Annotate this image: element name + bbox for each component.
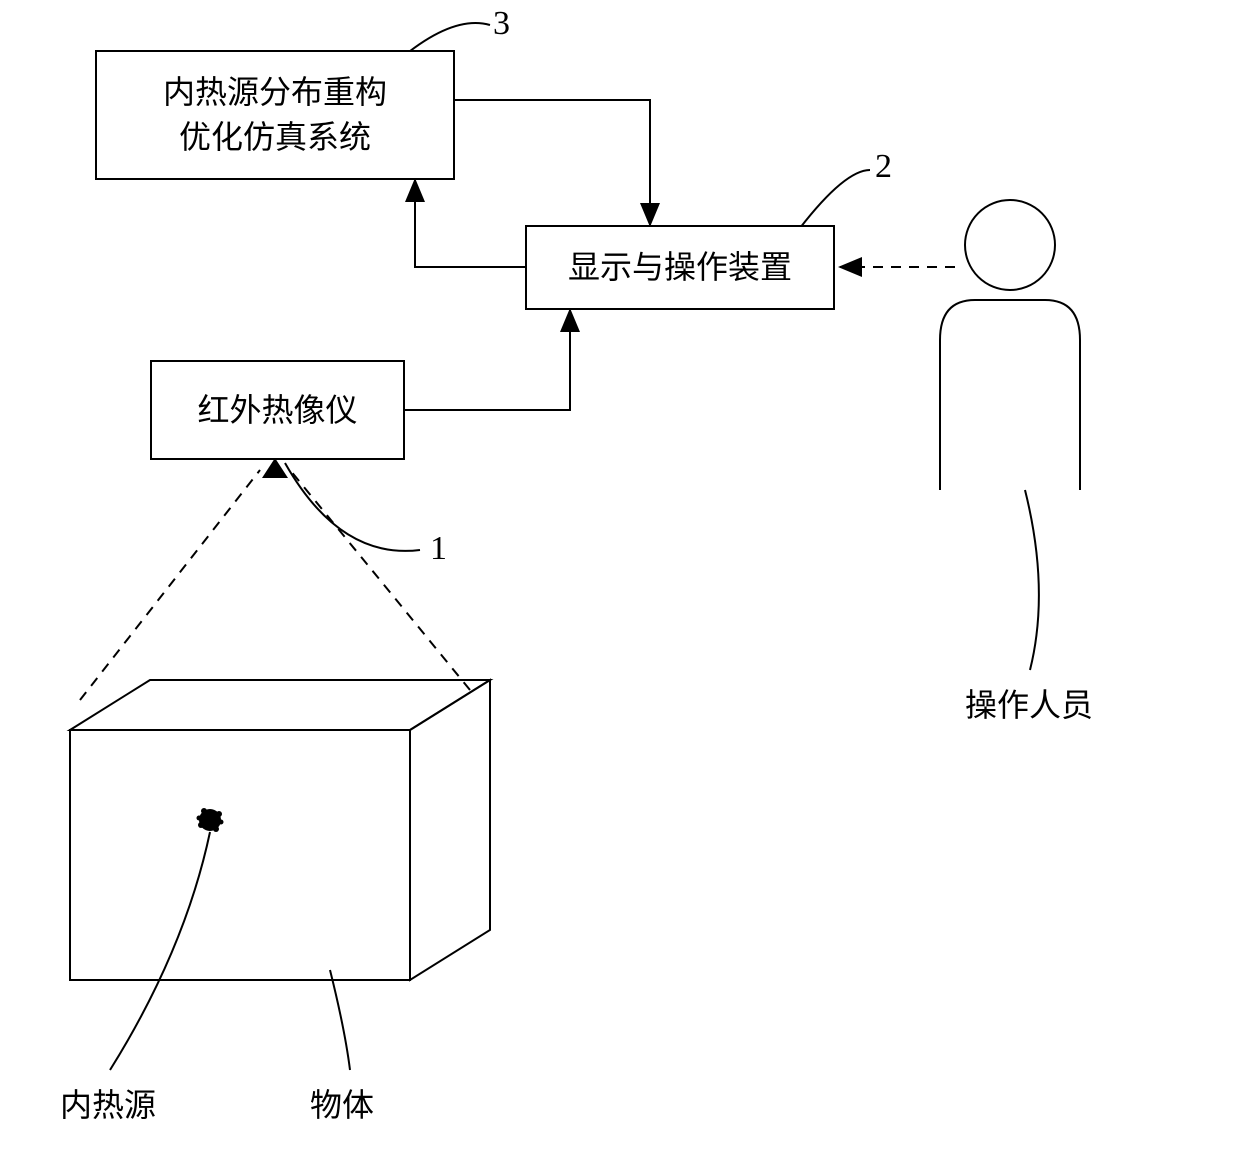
- callout-num-1: 1: [430, 530, 447, 568]
- leader-to-2: [800, 170, 870, 228]
- callout-num-3: 3: [493, 5, 510, 43]
- callout-num-2: 2: [875, 148, 892, 186]
- view-arrowhead: [262, 458, 288, 478]
- leader-to-1: [285, 463, 420, 551]
- view-line-left: [80, 470, 260, 700]
- arrow-box2-to-box3: [415, 180, 525, 267]
- object-cuboid: [70, 680, 490, 980]
- label-operator: 操作人员: [965, 680, 1093, 726]
- label-heat-source: 内热源: [60, 1080, 156, 1126]
- box1-text: 红外热像仪: [197, 388, 357, 433]
- box2-text: 显示与操作装置: [568, 245, 792, 290]
- label-object: 物体: [310, 1080, 374, 1126]
- box-simulation-system: 内热源分布重构 优化仿真系统: [95, 50, 455, 180]
- box3-text-line2: 优化仿真系统: [163, 115, 387, 160]
- leader-to-operator: [1025, 490, 1039, 670]
- box-display-operation: 显示与操作装置: [525, 225, 835, 310]
- view-line-right: [290, 470, 470, 690]
- box-infrared-camera: 红外热像仪: [150, 360, 405, 460]
- heat-source-dot: [197, 808, 224, 832]
- leader-to-object: [330, 970, 350, 1070]
- person-icon: [940, 200, 1080, 490]
- leader-to-heat-source: [110, 832, 210, 1070]
- system-diagram: 内热源分布重构 优化仿真系统 显示与操作装置 红外热像仪 3 2 1 内热源 物…: [0, 0, 1240, 1168]
- box3-text-line1: 内热源分布重构: [163, 70, 387, 115]
- arrow-box3-to-box2: [455, 100, 650, 225]
- arrow-box1-to-box2: [405, 310, 570, 410]
